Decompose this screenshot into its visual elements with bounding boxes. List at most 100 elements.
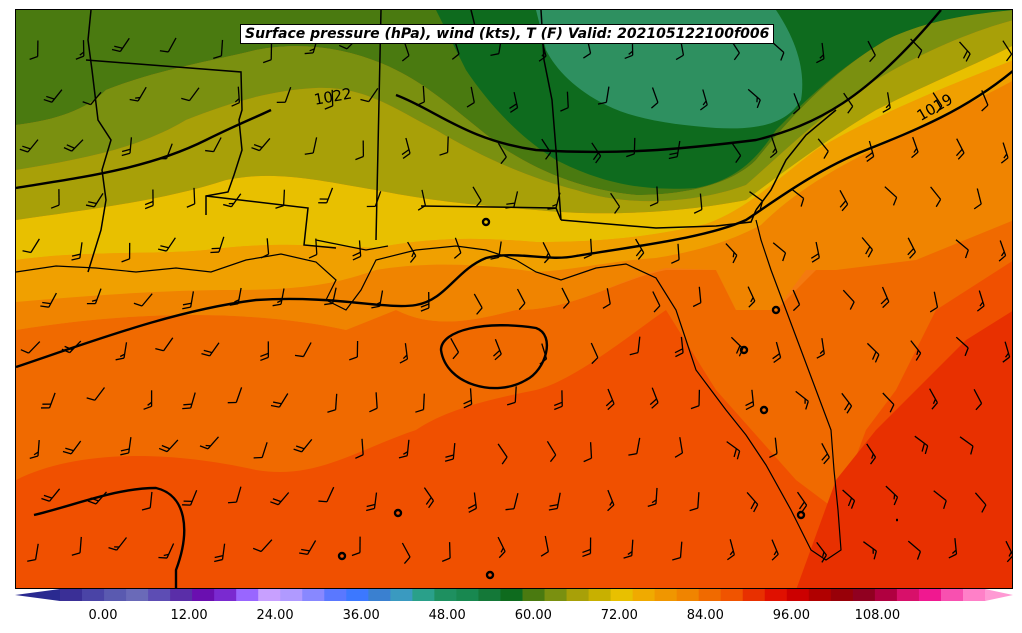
colorbar-tick-label: 96.00 xyxy=(772,608,810,623)
wind-barb xyxy=(911,136,919,159)
wind-barb xyxy=(355,140,365,161)
wind-barb xyxy=(591,142,602,164)
wind-barb xyxy=(227,387,243,404)
temperature-band xyxy=(16,60,1012,302)
wind-barb xyxy=(699,89,708,111)
wind-barb xyxy=(540,535,549,557)
wind-barb xyxy=(635,238,645,260)
wind-barb xyxy=(181,87,200,102)
wind-barb xyxy=(548,492,561,511)
temperature-fill xyxy=(16,10,1012,588)
wind-barb xyxy=(223,193,242,208)
wind-barb xyxy=(910,340,922,361)
wind-barb xyxy=(955,336,969,357)
wind-barb xyxy=(610,192,621,214)
wind-barb xyxy=(63,139,84,152)
colorbar-swatch xyxy=(830,589,854,601)
wind-barb xyxy=(792,289,801,312)
wind-barb xyxy=(41,488,61,502)
colorbar-tick-label: 48.00 xyxy=(428,608,466,623)
wind-barb xyxy=(867,40,876,63)
wind-barb xyxy=(87,491,107,505)
wind-barb xyxy=(880,286,890,309)
wind-barb xyxy=(318,486,335,503)
wind-barb xyxy=(907,540,922,560)
wind-barb xyxy=(272,288,285,307)
wind-barb xyxy=(816,42,825,64)
wind-barb xyxy=(260,341,270,362)
colorbar-swatch xyxy=(544,589,568,601)
wind-barb xyxy=(210,236,225,254)
wind-barb xyxy=(366,191,382,208)
wind-barb xyxy=(231,86,241,107)
wind-barb xyxy=(327,393,338,413)
wind-barb xyxy=(882,392,895,413)
wind-barb xyxy=(308,238,318,259)
wind-barb xyxy=(27,543,39,562)
wind-barb xyxy=(542,242,551,264)
wind-barb xyxy=(444,443,456,462)
wind-barb xyxy=(929,291,939,313)
wind-barb xyxy=(725,243,738,264)
wind-barb xyxy=(75,40,85,60)
wind-barb xyxy=(497,443,508,465)
wind-barb xyxy=(43,89,63,103)
colorbar-swatch xyxy=(654,589,678,601)
wind-barb xyxy=(299,540,317,555)
colorbar-swatch xyxy=(82,589,105,601)
wind-barb xyxy=(974,492,987,513)
colorbar-swatch xyxy=(280,589,303,601)
wind-barb xyxy=(649,387,659,409)
wind-barb xyxy=(121,242,131,263)
wind-barb xyxy=(955,138,965,160)
colorbar-swatch xyxy=(456,589,480,601)
wind-barb xyxy=(692,286,702,308)
wind-barb xyxy=(439,136,449,156)
wind-barb xyxy=(505,191,519,209)
colorbar-swatch xyxy=(258,589,281,601)
wind-barb xyxy=(816,338,825,359)
wind-barb xyxy=(539,343,548,365)
colorbar-swatch xyxy=(500,589,524,601)
wind-barb xyxy=(324,89,334,110)
wind-barb xyxy=(19,139,39,153)
wind-barb xyxy=(205,137,222,153)
wind-barb xyxy=(597,86,610,105)
wind-barb xyxy=(866,342,880,363)
wind-barb xyxy=(749,191,764,210)
colorbar-swatch xyxy=(170,589,193,601)
wind-barb xyxy=(790,188,805,207)
wind-barb xyxy=(863,541,878,560)
colorbar-tick-label: 72.00 xyxy=(600,608,638,623)
wind-barb xyxy=(155,337,174,352)
wind-barb xyxy=(407,241,417,263)
wind-barb xyxy=(182,291,195,310)
colorbar-tick-label: 36.00 xyxy=(342,608,380,623)
wind-barb xyxy=(626,137,636,158)
wind-barb xyxy=(866,443,877,465)
wind-barb xyxy=(792,93,801,115)
wind-barb xyxy=(541,138,552,160)
wind-barb xyxy=(674,437,684,458)
colorbar-swatch xyxy=(588,589,612,601)
colorbar-swatch xyxy=(632,589,656,601)
wind-barb xyxy=(120,437,132,456)
wind-barb xyxy=(293,438,313,453)
temperature-band xyxy=(16,261,1012,588)
wind-barb xyxy=(453,237,462,259)
wind-barb xyxy=(1002,40,1012,62)
wind-barb xyxy=(933,490,947,509)
wind-barb xyxy=(141,491,153,511)
colorbar-swatch xyxy=(566,589,590,601)
wind-barb xyxy=(318,187,334,204)
wind-barb xyxy=(144,189,154,210)
colorbar-swatch xyxy=(478,589,502,601)
wind-barb xyxy=(882,92,891,113)
wind-barb xyxy=(668,140,681,160)
wind-barb xyxy=(884,186,898,206)
wind-barb xyxy=(157,143,173,160)
wind-barb xyxy=(560,91,569,112)
wind-barb xyxy=(948,538,958,559)
wind-barb xyxy=(129,86,147,102)
colorbar-swatch xyxy=(522,589,546,601)
